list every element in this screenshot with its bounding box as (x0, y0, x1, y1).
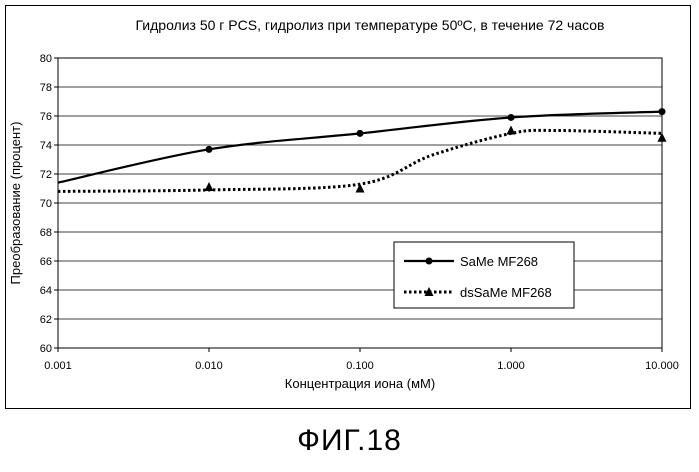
y-tick-label: 78 (40, 82, 52, 94)
x-tick-label: 0.001 (44, 360, 72, 372)
plot-area: 60 62 64 66 68 70 72 74 76 78 80 0.001 0.010 0.100 1.0… (40, 53, 679, 372)
y-tick-label: 68 (40, 227, 52, 239)
y-tick-label: 66 (40, 256, 52, 268)
x-tick-label: 10.000 (645, 360, 679, 372)
y-tick-label: 76 (40, 111, 52, 123)
chart-frame: Гидролиз 50 г PCS, гидролиз при температ… (5, 5, 691, 409)
x-tick-label: 1.000 (497, 360, 525, 372)
y-tick-label: 60 (40, 343, 52, 355)
x-axis-label: Концентрация иона (мМ) (285, 376, 435, 391)
x-tick-label: 0.100 (346, 360, 374, 372)
y-tick-label: 80 (40, 53, 52, 65)
data-point (206, 146, 213, 153)
data-point (508, 114, 515, 121)
data-point (357, 130, 364, 137)
y-tick-label: 70 (40, 198, 52, 210)
y-tick-label: 64 (40, 285, 52, 297)
y-tick-label: 62 (40, 314, 52, 326)
legend: SaMe MF268 dsSaMe MF268 (394, 242, 574, 308)
legend-marker (426, 258, 433, 265)
figure-caption: ФИГ.18 (0, 424, 699, 458)
data-point (659, 108, 666, 115)
chart-title: Гидролиз 50 г PCS, гидролиз при температ… (136, 17, 605, 33)
legend-label: SaMe MF268 (460, 254, 538, 269)
chart-svg: Гидролиз 50 г PCS, гидролиз при температ… (6, 6, 690, 408)
x-tick-label: 0.010 (195, 360, 223, 372)
y-axis-label: Преобразование (процент) (8, 122, 23, 285)
legend-label: dsSaMe MF268 (460, 285, 552, 300)
y-tick-label: 74 (40, 140, 52, 152)
y-tick-label: 72 (40, 169, 52, 181)
